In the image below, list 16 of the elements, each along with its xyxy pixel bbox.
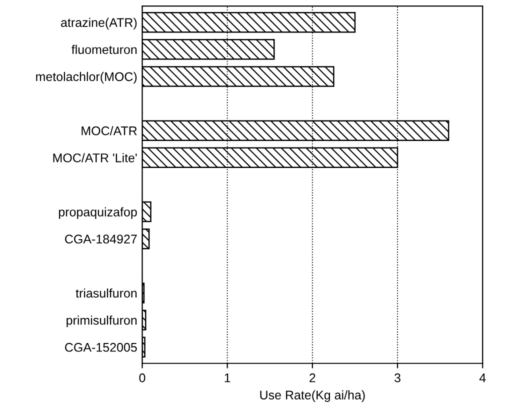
y-tick-label: metolachlor(MOC): [36, 72, 137, 84]
x-axis-title: Use Rate(Kg ai/ha): [260, 390, 365, 402]
x-tick-label: 0: [139, 373, 146, 382]
x-tick-label: 3: [394, 373, 400, 382]
y-tick-label: atrazine(ATR): [61, 18, 137, 30]
x-tick-label: 1: [224, 374, 230, 382]
y-tick-label: CGA-152005: [65, 342, 137, 352]
y-tick-label: CGA-184927: [65, 234, 137, 244]
x-tick-label: 2: [310, 373, 316, 382]
x-tick-label: 4: [479, 374, 486, 382]
y-tick-label: MOC/ATR: [82, 126, 137, 136]
y-tick-label: MOC/ATR 'Lite': [53, 153, 137, 162]
y-tick-label: propaquizafop: [58, 207, 137, 219]
y-tick-label: fluometuron: [72, 44, 137, 54]
y-tick-label: primisulfuron: [66, 316, 137, 328]
y-tick-label: triasulfuron: [76, 288, 137, 298]
